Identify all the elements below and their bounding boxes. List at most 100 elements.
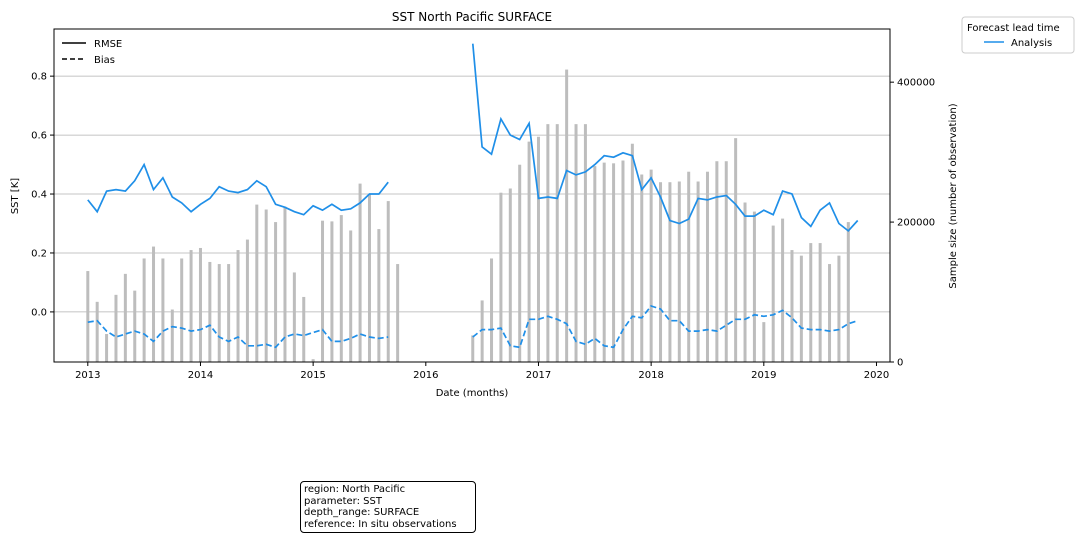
sample-size-bar bbox=[818, 243, 822, 362]
sample-size-bar bbox=[846, 222, 850, 362]
sample-size-bar bbox=[649, 169, 653, 362]
sample-size-bar bbox=[630, 143, 634, 362]
sample-size-bar bbox=[724, 161, 728, 362]
sample-size-bar bbox=[170, 309, 174, 362]
sample-size-bar bbox=[114, 294, 118, 362]
sample-size-bar bbox=[339, 215, 343, 362]
x-tick-label: 2019 bbox=[751, 370, 776, 381]
y2-axis-ticks: 0 200000 400000 bbox=[890, 78, 935, 369]
sample-size-bar bbox=[330, 221, 334, 362]
sample-size-bar bbox=[161, 258, 165, 362]
sample-size-bar bbox=[687, 171, 691, 362]
sample-size-bar bbox=[612, 163, 616, 362]
sample-size-bar bbox=[677, 181, 681, 362]
sample-size-bar bbox=[123, 273, 127, 362]
sample-size-bar bbox=[837, 255, 841, 362]
sample-size-bar bbox=[105, 334, 109, 362]
sample-size-bar bbox=[536, 136, 540, 362]
y-axis-label: SST [K] bbox=[10, 178, 21, 214]
y-tick-label: 0.0 bbox=[31, 307, 47, 318]
plot-frame bbox=[53, 28, 891, 363]
sample-size-bar bbox=[668, 182, 672, 362]
sample-size-bar bbox=[471, 335, 475, 362]
sample-size-bar bbox=[518, 164, 522, 362]
bias-line bbox=[472, 305, 858, 349]
sample-size-bar bbox=[227, 264, 231, 362]
series-legend-box bbox=[961, 16, 1075, 54]
sample-size-bar bbox=[508, 188, 512, 362]
sample-size-bar bbox=[292, 272, 296, 362]
sample-size-bar bbox=[302, 296, 306, 362]
sample-size-bar bbox=[95, 301, 99, 362]
x-axis-label: Date (months) bbox=[436, 388, 509, 399]
sample-size-bar bbox=[546, 124, 550, 363]
y-axis-ticks: 0.0 0.2 0.4 0.6 0.8 bbox=[31, 72, 54, 318]
sample-size-bar bbox=[659, 182, 663, 362]
sample-size-bar bbox=[527, 141, 531, 362]
info-parameter: parameter: SST bbox=[304, 495, 382, 507]
y2-tick-label: 200000 bbox=[897, 218, 935, 229]
x-tick-label: 2014 bbox=[188, 370, 213, 381]
sample-size-bar bbox=[217, 264, 221, 362]
rmse-line bbox=[471, 43, 859, 233]
sample-size-bar bbox=[715, 161, 719, 362]
sample-size-bar bbox=[799, 255, 803, 362]
x-axis-ticks: 2013 2014 2015 2016 2017 2018 2019 2020 bbox=[75, 362, 889, 381]
sample-size-bar bbox=[396, 264, 400, 362]
sample-size-bar bbox=[377, 229, 381, 362]
sample-size-bar bbox=[490, 258, 494, 362]
legend-bias-label: Bias bbox=[94, 55, 115, 66]
info-depth-range: depth_range: SURFACE bbox=[304, 507, 420, 518]
y2-tick-label: 400000 bbox=[897, 78, 935, 89]
sample-size-bar bbox=[264, 209, 268, 362]
sample-size-bar bbox=[555, 124, 559, 363]
y-tick-label: 0.6 bbox=[31, 131, 47, 142]
sample-size-bar bbox=[696, 181, 700, 362]
sample-size-bar bbox=[142, 258, 146, 362]
legend-rmse-label: RMSE bbox=[94, 39, 122, 50]
sample-size-bar bbox=[565, 69, 569, 363]
sample-size-bar bbox=[236, 250, 240, 362]
sample-size-bar bbox=[583, 124, 587, 363]
sample-size-bar bbox=[743, 202, 747, 362]
sample-size-bar bbox=[245, 239, 249, 362]
style-legend: RMSE Bias bbox=[62, 39, 122, 66]
sample-size-bar bbox=[367, 194, 371, 362]
sample-size-bar bbox=[705, 171, 709, 362]
bias-line bbox=[87, 319, 389, 349]
x-tick-label: 2015 bbox=[300, 370, 325, 381]
sample-size-bar bbox=[790, 250, 794, 362]
sample-size-bar bbox=[499, 192, 503, 362]
sample-size-bar bbox=[640, 174, 644, 362]
info-region: region: North Pacific bbox=[304, 484, 406, 495]
legend-analysis-label: Analysis bbox=[1011, 38, 1052, 49]
sample-size-bar bbox=[283, 206, 287, 362]
gridlines bbox=[54, 75, 890, 313]
x-tick-label: 2020 bbox=[864, 370, 889, 381]
sample-size-bar bbox=[208, 261, 212, 362]
y-tick-label: 0.8 bbox=[31, 72, 47, 83]
sample-size-bars bbox=[86, 69, 850, 363]
sample-size-bar bbox=[734, 138, 738, 362]
chart-title: SST North Pacific SURFACE bbox=[392, 10, 552, 24]
sample-size-bar bbox=[349, 230, 353, 362]
sample-size-bar bbox=[574, 124, 578, 363]
sample-size-bar bbox=[781, 218, 785, 362]
x-tick-label: 2013 bbox=[75, 370, 100, 381]
sample-size-bar bbox=[386, 201, 390, 362]
y-tick-label: 0.2 bbox=[31, 248, 47, 259]
sample-size-bar bbox=[621, 160, 625, 362]
sample-size-bar bbox=[752, 211, 756, 362]
sample-size-bar bbox=[358, 183, 362, 362]
series-lines bbox=[87, 43, 859, 349]
sample-size-bar bbox=[809, 243, 813, 362]
sample-size-bar bbox=[593, 166, 597, 362]
y2-tick-label: 0 bbox=[897, 358, 903, 369]
x-tick-label: 2018 bbox=[638, 370, 663, 381]
sample-size-bar bbox=[133, 290, 137, 362]
sample-size-bar bbox=[480, 300, 484, 362]
sample-size-bar bbox=[762, 322, 766, 362]
sample-size-bar bbox=[152, 246, 156, 362]
sample-size-bar bbox=[321, 220, 325, 362]
